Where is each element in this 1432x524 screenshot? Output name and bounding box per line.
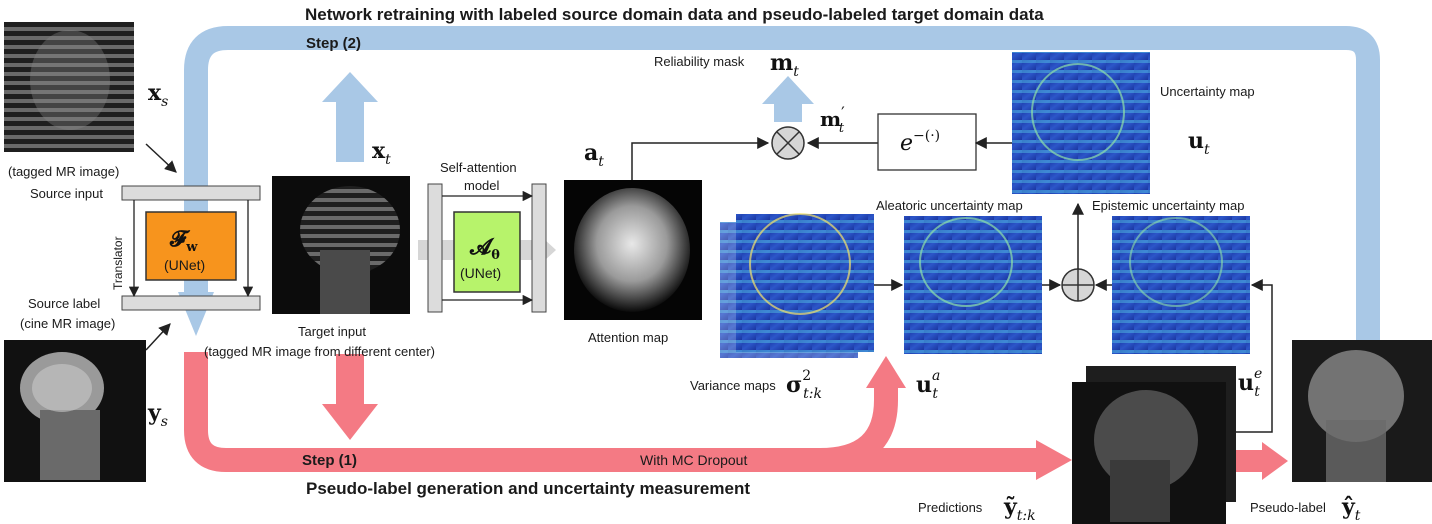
variance-maps-stack: [720, 213, 874, 358]
uncertainty-map-caption: Uncertainty map: [1160, 84, 1255, 99]
source-cine-image: [4, 340, 146, 482]
step2-label: Step (2): [306, 35, 361, 52]
aleatoric-map-image: [904, 216, 1042, 354]
target-mr-caption: (tagged MR image from different center): [204, 344, 435, 359]
mt-prime-symbol: m′ t: [820, 103, 845, 136]
predictions-symbol: ỹt:k: [1003, 494, 1036, 524]
uncertainty-map-image: [1012, 52, 1150, 194]
ys-symbol: ys: [147, 400, 168, 430]
target-input-image: [272, 176, 410, 314]
step2-title: Network retraining with labeled source d…: [305, 5, 1044, 24]
translator-unet-label: (UNet): [164, 257, 205, 273]
tagged-mr-caption: (tagged MR image): [8, 164, 119, 179]
target-input-label: Target input: [298, 324, 366, 339]
source-tagged-image: [4, 22, 134, 152]
attention-to-multiply-arrow: [631, 137, 770, 180]
uta-symbol: ua t: [916, 368, 940, 402]
attention-map-image: [564, 180, 702, 320]
ute-symbol: ue t: [1238, 366, 1262, 400]
pseudo-label-caption: Pseudo-label: [1250, 500, 1326, 515]
ut-symbol: ut: [1188, 128, 1210, 158]
attention-unet-label: (UNet): [460, 265, 501, 281]
aleatoric-caption: Aleatoric uncertainty map: [876, 198, 1023, 213]
exp-box: [877, 113, 977, 171]
predictions-stack: [1072, 366, 1236, 524]
mt-symbol: mt: [770, 50, 799, 80]
self-attention-label-2: model: [464, 178, 500, 193]
translator-block: [121, 185, 261, 311]
source-input-label: Source input: [30, 186, 103, 201]
at-symbol: at: [584, 140, 604, 170]
step2-blue-path: [178, 26, 1380, 340]
attention-map-caption: Attention map: [588, 330, 668, 345]
multiply-operator: [771, 126, 805, 160]
epistemic-map-image: [1112, 216, 1250, 354]
attention-symbol: 𝓐θ: [469, 234, 500, 263]
translator-label: Translator: [111, 236, 125, 290]
self-attention-label-1: Self-attention: [440, 160, 517, 175]
epistemic-caption: Epistemic uncertainty map: [1092, 198, 1244, 213]
pseudo-label-symbol: ŷt: [1341, 494, 1361, 524]
variance-maps-caption: Variance maps: [690, 378, 776, 393]
attention-unet-box: [453, 211, 521, 293]
mc-dropout-label: With MC Dropout: [640, 452, 747, 468]
pseudo-label-image: [1292, 340, 1432, 482]
sum-operator: [1061, 268, 1095, 302]
translator-symbol: 𝓕w: [169, 226, 198, 255]
source-input-arrow: [145, 143, 177, 173]
step1-title: Pseudo-label generation and uncertainty …: [306, 479, 750, 498]
source-label-caption: Source label: [28, 296, 100, 311]
exp-symbol: e−(·): [900, 128, 940, 156]
step1-red-path: [184, 352, 1288, 480]
cine-mr-caption: (cine MR image): [20, 316, 115, 331]
source-label-arrow: [145, 323, 171, 351]
translator-unet-box: [145, 211, 237, 281]
step1-label: Step (1): [302, 452, 357, 469]
predictions-to-epistemic-arrow: [1230, 279, 1273, 433]
xt-symbol: xt: [372, 138, 391, 168]
xs-symbol: xs: [148, 80, 168, 110]
sigma-symbol: σ2 t:k: [786, 368, 822, 402]
predictions-caption: Predictions: [918, 500, 983, 515]
attention-model-block: [427, 183, 547, 313]
reliability-mask-caption: Reliability mask: [654, 54, 745, 69]
